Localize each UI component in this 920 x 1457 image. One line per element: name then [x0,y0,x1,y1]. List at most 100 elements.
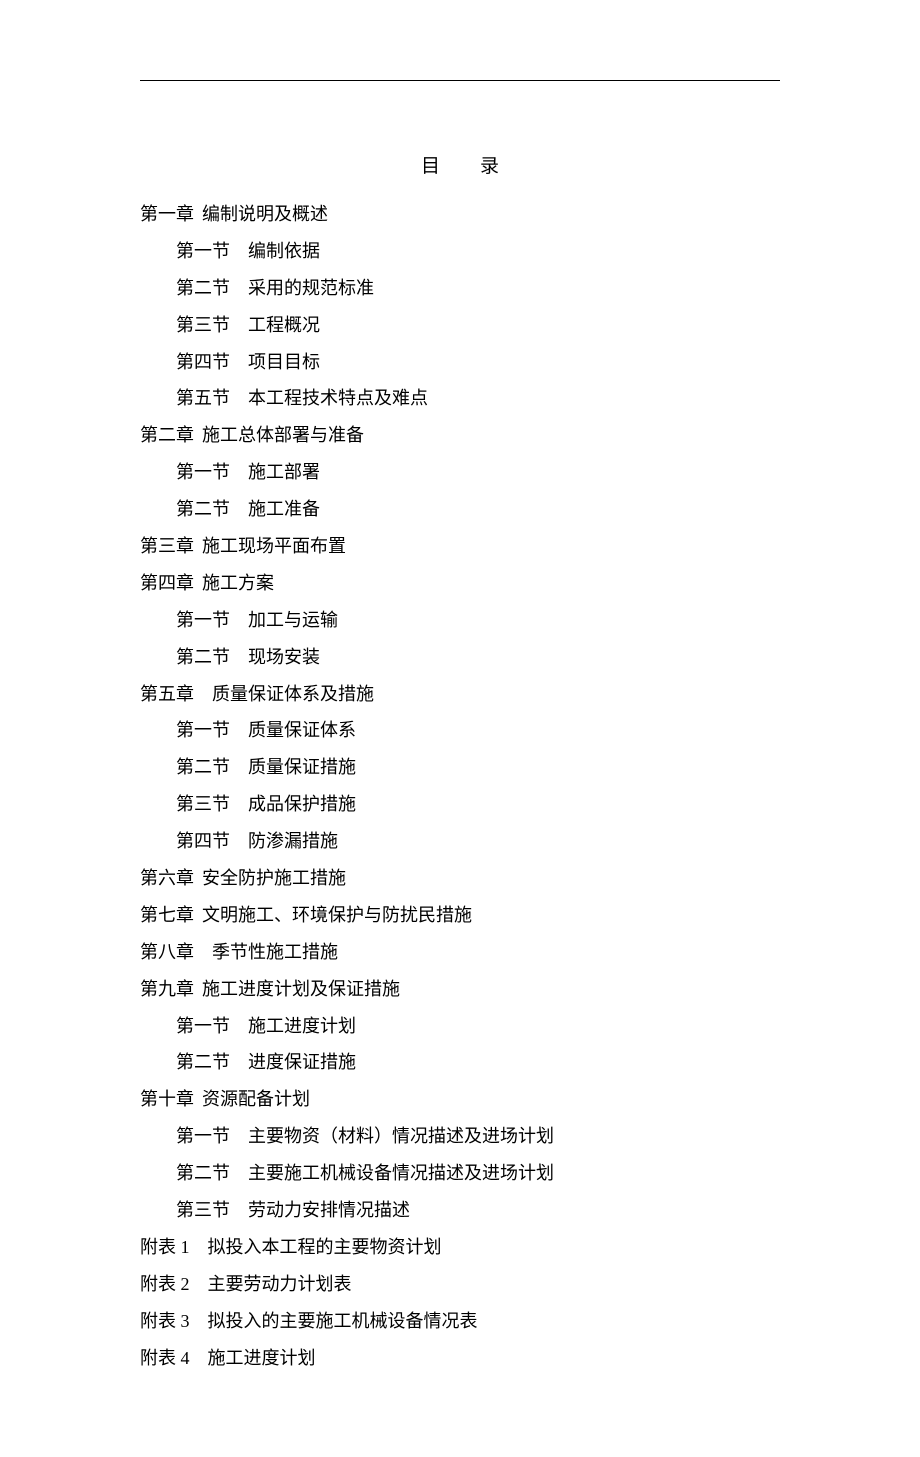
toc-section: 第二节主要施工机械设备情况描述及进场计划 [140,1155,780,1192]
toc-chapter: 第六章安全防护施工措施 [140,860,780,897]
toc-section: 第二节施工准备 [140,491,780,528]
table-of-contents: 第一章编制说明及概述 第一节编制依据 第二节采用的规范标准 第三节工程概况 第四… [140,196,780,1377]
toc-prefix: 第七章 [140,905,194,925]
toc-section: 第三节劳动力安排情况描述 [140,1192,780,1229]
toc-prefix: 第五章 [140,684,194,704]
toc-prefix: 第一节 [176,241,230,261]
toc-prefix: 第二节 [176,278,230,298]
toc-text: 文明施工、环境保护与防扰民措施 [202,905,472,925]
toc-prefix: 第一节 [176,610,230,630]
toc-prefix: 第三节 [176,1200,230,1220]
toc-section: 第三节成品保护措施 [140,786,780,823]
toc-text: 施工准备 [248,499,320,519]
toc-text: 施工方案 [202,573,274,593]
toc-prefix: 第四节 [176,831,230,851]
toc-prefix: 第十章 [140,1089,194,1109]
toc-text: 施工进度计划 [208,1348,316,1368]
toc-section: 第四节项目目标 [140,344,780,381]
toc-prefix: 附表 4 [140,1348,190,1368]
toc-text: 本工程技术特点及难点 [248,388,428,408]
toc-section: 第二节进度保证措施 [140,1044,780,1081]
page-title: 目录 [140,151,780,178]
toc-prefix: 第三节 [176,794,230,814]
toc-prefix: 第四章 [140,573,194,593]
toc-chapter: 第五章质量保证体系及措施 [140,676,780,713]
toc-chapter: 第七章文明施工、环境保护与防扰民措施 [140,897,780,934]
toc-prefix: 附表 2 [140,1274,190,1294]
toc-chapter: 第十章资源配备计划 [140,1081,780,1118]
toc-section: 第一节施工进度计划 [140,1008,780,1045]
toc-prefix: 第二节 [176,647,230,667]
toc-section: 第五节本工程技术特点及难点 [140,380,780,417]
toc-text: 劳动力安排情况描述 [248,1200,410,1220]
toc-text: 施工进度计划 [248,1016,356,1036]
toc-text: 拟投入本工程的主要物资计划 [208,1237,442,1257]
toc-text: 季节性施工措施 [212,942,338,962]
toc-chapter: 第九章施工进度计划及保证措施 [140,971,780,1008]
toc-prefix: 第二节 [176,757,230,777]
toc-prefix: 第一节 [176,1016,230,1036]
toc-text: 安全防护施工措施 [202,868,346,888]
toc-prefix: 附表 3 [140,1311,190,1331]
toc-text: 资源配备计划 [202,1089,310,1109]
toc-prefix: 第六章 [140,868,194,888]
toc-chapter: 第四章施工方案 [140,565,780,602]
toc-text: 施工部署 [248,462,320,482]
toc-text: 质量保证体系 [248,720,356,740]
toc-prefix: 第一节 [176,462,230,482]
toc-prefix: 第九章 [140,979,194,999]
toc-section: 第一节施工部署 [140,454,780,491]
toc-text: 质量保证措施 [248,757,356,777]
toc-text: 主要劳动力计划表 [208,1274,352,1294]
toc-text: 质量保证体系及措施 [212,684,374,704]
toc-text: 施工进度计划及保证措施 [202,979,400,999]
toc-prefix: 第三节 [176,315,230,335]
toc-prefix: 第一章 [140,204,194,224]
toc-prefix: 第三章 [140,536,194,556]
toc-prefix: 第一节 [176,720,230,740]
toc-text: 主要施工机械设备情况描述及进场计划 [248,1163,554,1183]
toc-text: 施工现场平面布置 [202,536,346,556]
toc-text: 编制说明及概述 [202,204,328,224]
toc-prefix: 第二节 [176,499,230,519]
toc-section: 第二节质量保证措施 [140,749,780,786]
toc-text: 编制依据 [248,241,320,261]
toc-text: 主要物资（材料）情况描述及进场计划 [248,1126,554,1146]
toc-section: 第一节加工与运输 [140,602,780,639]
toc-appendix: 附表 4 施工进度计划 [140,1340,780,1377]
toc-section: 第二节现场安装 [140,639,780,676]
toc-prefix: 附表 1 [140,1237,190,1257]
toc-text: 加工与运输 [248,610,338,630]
toc-text: 工程概况 [248,315,320,335]
toc-text: 拟投入的主要施工机械设备情况表 [208,1311,478,1331]
header-rule [140,80,780,81]
toc-prefix: 第四节 [176,352,230,372]
toc-chapter: 第八章季节性施工措施 [140,934,780,971]
document-page: 目录 第一章编制说明及概述 第一节编制依据 第二节采用的规范标准 第三节工程概况… [0,0,920,1457]
toc-prefix: 第八章 [140,942,194,962]
toc-prefix: 第二节 [176,1163,230,1183]
toc-text: 进度保证措施 [248,1052,356,1072]
toc-appendix: 附表 3 拟投入的主要施工机械设备情况表 [140,1303,780,1340]
toc-appendix: 附表 2 主要劳动力计划表 [140,1266,780,1303]
toc-text: 施工总体部署与准备 [202,425,364,445]
toc-text: 采用的规范标准 [248,278,374,298]
toc-prefix: 第二节 [176,1052,230,1072]
toc-appendix: 附表 1 拟投入本工程的主要物资计划 [140,1229,780,1266]
toc-text: 防渗漏措施 [248,831,338,851]
toc-chapter: 第一章编制说明及概述 [140,196,780,233]
toc-text: 成品保护措施 [248,794,356,814]
toc-text: 项目目标 [248,352,320,372]
toc-section: 第一节编制依据 [140,233,780,270]
toc-section: 第三节工程概况 [140,307,780,344]
toc-chapter: 第二章施工总体部署与准备 [140,417,780,454]
toc-prefix: 第一节 [176,1126,230,1146]
toc-prefix: 第五节 [176,388,230,408]
toc-section: 第四节防渗漏措施 [140,823,780,860]
toc-section: 第一节质量保证体系 [140,712,780,749]
toc-section: 第一节主要物资（材料）情况描述及进场计划 [140,1118,780,1155]
toc-chapter: 第三章施工现场平面布置 [140,528,780,565]
toc-prefix: 第二章 [140,425,194,445]
toc-section: 第二节采用的规范标准 [140,270,780,307]
toc-text: 现场安装 [248,647,320,667]
